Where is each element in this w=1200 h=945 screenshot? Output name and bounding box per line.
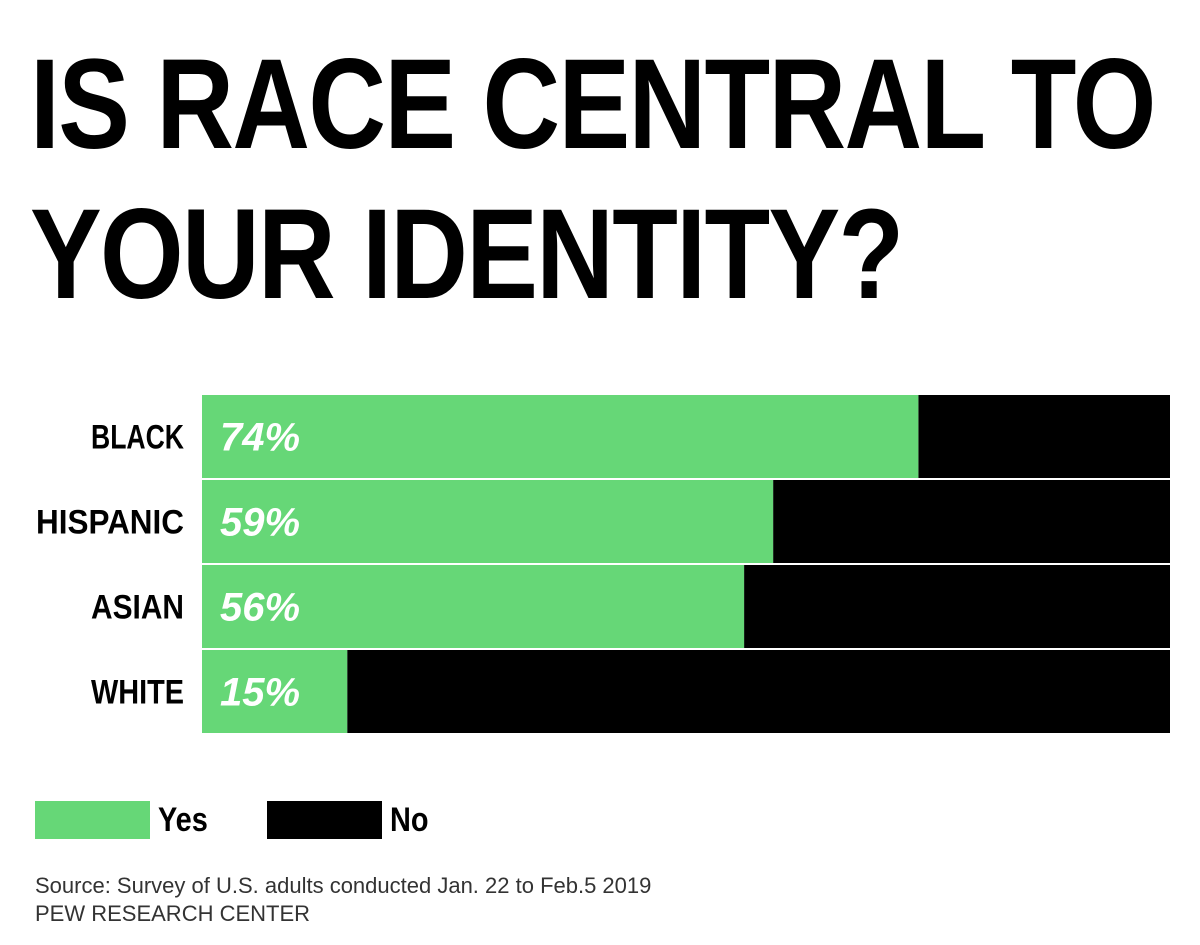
bar-yes-black	[202, 395, 919, 478]
legend-swatch-no	[266, 801, 382, 839]
bar-yes-white	[202, 650, 348, 733]
legend-label-no: No	[389, 800, 429, 839]
bar-no-asian	[744, 565, 1170, 648]
category-label-black: BLACK	[91, 419, 184, 457]
chart-title: IS RACE CENTRAL TO YOUR IDENTITY?	[30, 30, 1156, 330]
category-label-asian: ASIAN	[91, 589, 184, 627]
bar-yes-asian	[202, 565, 745, 648]
value-label-asian: 56%	[220, 586, 300, 630]
legend-swatch-yes	[35, 801, 150, 839]
value-label-white: 15%	[220, 671, 300, 715]
chart-title-line-1: IS RACE CENTRAL TO	[30, 33, 1156, 176]
legend-item-no: No	[266, 800, 435, 840]
legend-item-yes: Yes	[35, 801, 217, 840]
bar-no-black	[918, 395, 1170, 478]
legend-label-yes: Yes	[158, 800, 208, 839]
chart-legend: Yes No	[35, 800, 485, 840]
chart-footer: Source: Survey of U.S. adults conducted …	[35, 872, 651, 928]
category-label-hispanic: HISPANIC	[36, 504, 184, 542]
source-organization: PEW RESEARCH CENTER	[35, 901, 311, 926]
value-label-black: 74%	[220, 416, 300, 460]
value-label-hispanic: 59%	[220, 501, 300, 545]
bar-no-white	[347, 650, 1170, 733]
bar-no-hispanic	[773, 480, 1170, 563]
category-label-white: WHITE	[91, 674, 184, 712]
chart-title-line-2: YOUR IDENTITY?	[30, 183, 904, 326]
bar-yes-hispanic	[202, 480, 774, 563]
source-note: Source: Survey of U.S. adults conducted …	[35, 873, 652, 898]
stacked-bar-chart: BLACK 74% HISPANIC 59% ASIAN 56% WHITE 15%	[36, 395, 1170, 733]
